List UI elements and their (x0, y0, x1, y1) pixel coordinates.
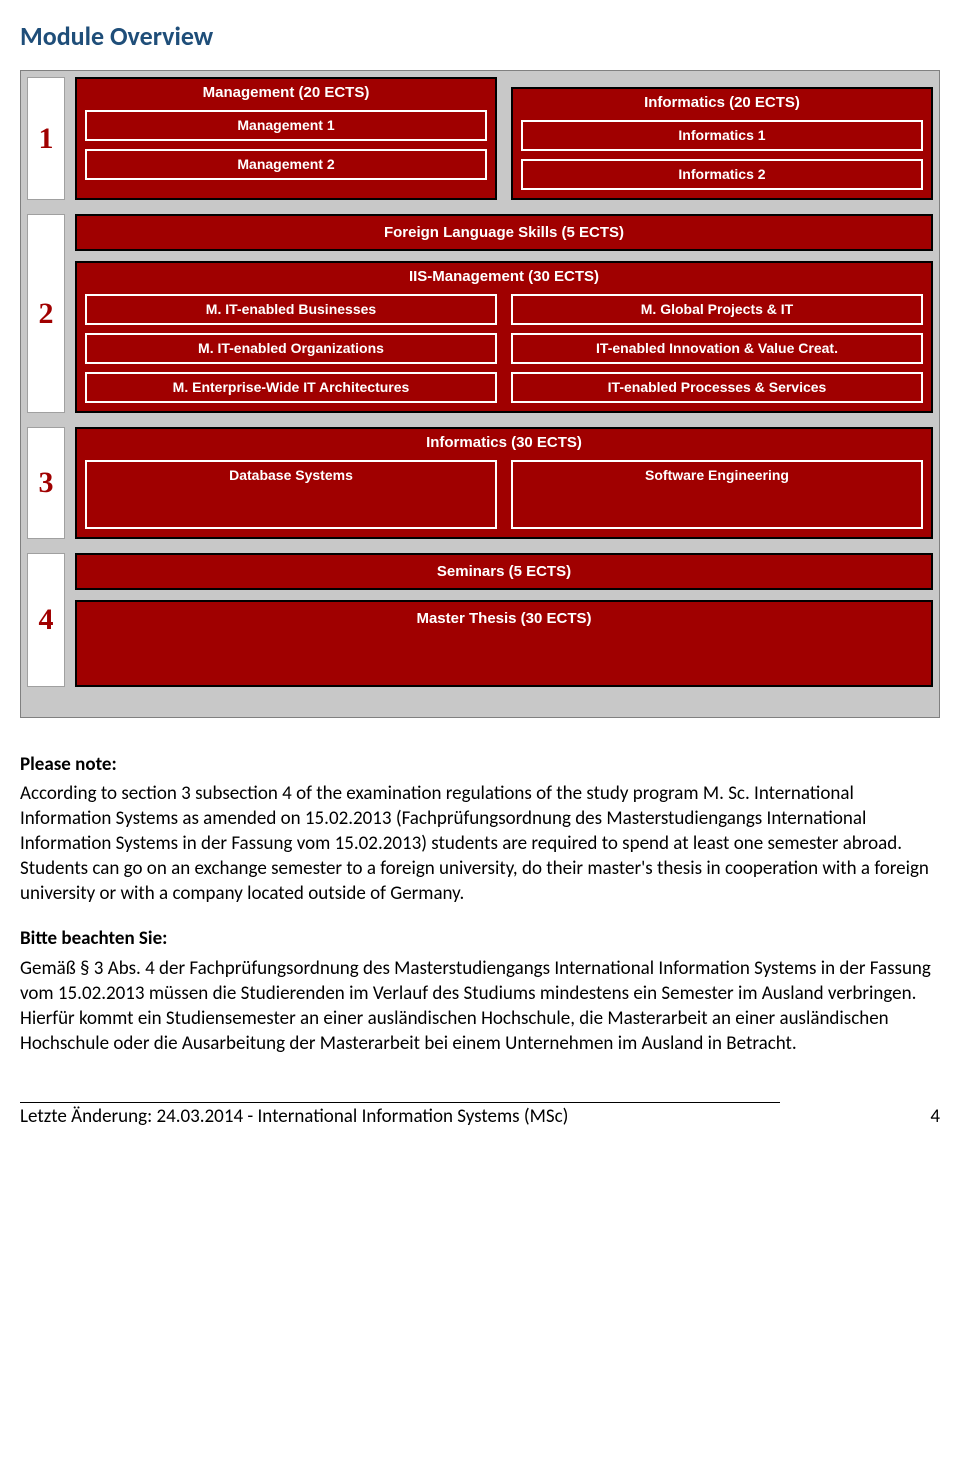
band-iis-management: IIS-Management (30 ECTS) M. IT-enabled B… (75, 261, 933, 413)
band-informatics-2: Informatics (30 ECTS) Database Systems S… (75, 427, 933, 539)
notes-section: Please note: According to section 3 subs… (20, 752, 940, 1056)
footer-page-number: 4 (930, 1105, 940, 1128)
semester-row-2: 2 Foreign Language Skills (5 ECTS) IIS-M… (27, 214, 933, 413)
band-foreign-language: Foreign Language Skills (5 ECTS) (75, 214, 933, 251)
band-master-thesis: Master Thesis (30 ECTS) (75, 600, 933, 687)
note-heading-de: Bitte beachten Sie: (20, 927, 167, 950)
band-title: Master Thesis (30 ECTS) (85, 606, 923, 631)
module-it-organizations: M. IT-enabled Organizations (85, 333, 497, 364)
module-innovation-value: IT-enabled Innovation & Value Creat. (511, 333, 923, 364)
module-processes-services: IT-enabled Processes & Services (511, 372, 923, 403)
note-body-de: Gemäß § 3 Abs. 4 der Fachprüfungsordnung… (20, 956, 940, 1056)
semester-row-4: 4 Seminars (5 ECTS) Master Thesis (30 EC… (27, 553, 933, 687)
page-footer: Letzte Änderung: 24.03.2014 - Internatio… (20, 1103, 940, 1128)
module-global-projects: M. Global Projects & IT (511, 294, 923, 325)
note-body-en: According to section 3 subsection 4 of t… (20, 781, 940, 906)
band-seminars: Seminars (5 ECTS) (75, 553, 933, 590)
semester-number-4: 4 (27, 553, 65, 687)
module-it-businesses: M. IT-enabled Businesses (85, 294, 497, 325)
module-informatics-1: Informatics 1 (521, 120, 923, 151)
band-title: Foreign Language Skills (5 ECTS) (85, 220, 923, 245)
module-management-1: Management 1 (85, 110, 487, 141)
semester-row-1: 1 Management (20 ECTS) Management 1 Mana… (27, 77, 933, 200)
semester-number-2: 2 (27, 214, 65, 413)
band-title: Seminars (5 ECTS) (85, 559, 923, 584)
module-overview-chart: 1 Management (20 ECTS) Management 1 Mana… (20, 70, 940, 718)
band-title: Informatics (30 ECTS) (85, 431, 923, 456)
module-enterprise-architectures: M. Enterprise-Wide IT Architectures (85, 372, 497, 403)
band-informatics-1: Informatics (20 ECTS) Informatics 1 Info… (511, 87, 933, 200)
page-title: Module Overview (20, 20, 940, 52)
band-management: Management (20 ECTS) Management 1 Manage… (75, 77, 497, 200)
footer-left: Letzte Änderung: 24.03.2014 - Internatio… (20, 1105, 568, 1128)
semester-number-1: 1 (27, 77, 65, 200)
note-heading-en: Please note: (20, 753, 117, 776)
module-management-2: Management 2 (85, 149, 487, 180)
module-informatics-2: Informatics 2 (521, 159, 923, 190)
band-title: IIS-Management (30 ECTS) (85, 265, 923, 290)
semester-number-3: 3 (27, 427, 65, 539)
module-software-engineering: Software Engineering (511, 460, 923, 529)
band-title: Informatics (20 ECTS) (521, 91, 923, 116)
module-database-systems: Database Systems (85, 460, 497, 529)
band-title: Management (20 ECTS) (85, 81, 487, 106)
semester-row-3: 3 Informatics (30 ECTS) Database Systems… (27, 427, 933, 539)
